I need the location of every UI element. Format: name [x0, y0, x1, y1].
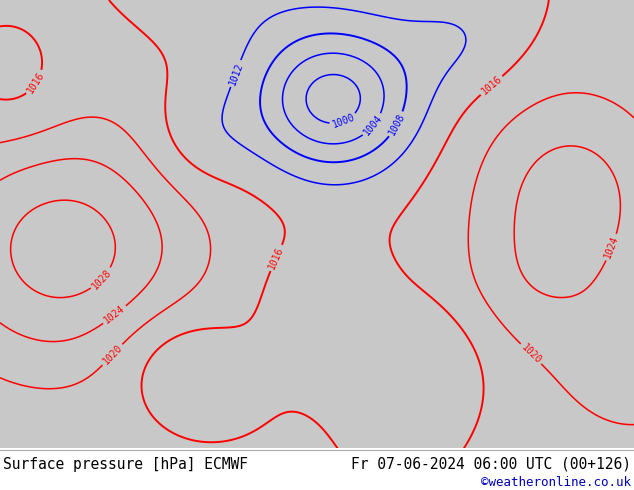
Text: 1004: 1004 [362, 113, 384, 138]
Text: 1012: 1012 [227, 61, 245, 86]
Text: 1000: 1000 [331, 112, 356, 130]
Text: 1008: 1008 [387, 112, 407, 137]
Text: 1016: 1016 [25, 71, 47, 96]
Text: Fr 07-06-2024 06:00 UTC (00+126): Fr 07-06-2024 06:00 UTC (00+126) [351, 457, 631, 472]
Text: 1020: 1020 [101, 343, 124, 367]
Text: 1016: 1016 [479, 74, 503, 97]
Text: 1020: 1020 [519, 342, 543, 366]
Text: 1016: 1016 [267, 245, 285, 270]
Text: ©weatheronline.co.uk: ©weatheronline.co.uk [481, 476, 631, 489]
Text: Surface pressure [hPa] ECMWF: Surface pressure [hPa] ECMWF [3, 457, 248, 472]
Text: 1024: 1024 [102, 304, 127, 326]
Text: 1024: 1024 [603, 235, 621, 260]
Text: 1028: 1028 [90, 267, 113, 291]
